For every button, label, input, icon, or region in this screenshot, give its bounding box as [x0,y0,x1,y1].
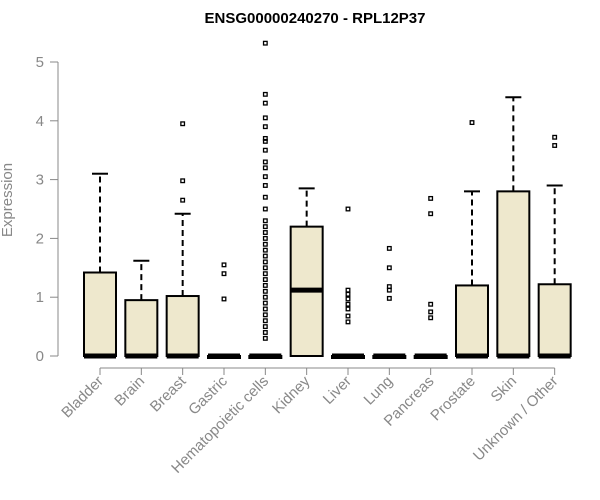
box-rect [124,299,159,358]
x-tick-label: Prostate [427,373,479,425]
outlier-point [552,134,558,140]
box-rect [165,295,200,357]
outlier-point [262,288,268,294]
y-tick-label: 3 [36,172,44,189]
y-tick-label: 2 [36,230,44,247]
outlier-point [262,218,268,224]
outlier-point [386,265,392,271]
outlier-point [262,265,268,271]
y-tick-label: 1 [36,289,44,306]
box-11 [537,134,572,359]
outlier-point [262,271,268,277]
outlier-point [386,295,392,301]
outlier-point [262,259,268,265]
outlier-point [262,115,268,121]
box-rect [496,190,531,357]
box-1 [124,259,159,359]
outlier-point [262,306,268,312]
outlier-point [262,277,268,283]
outlier-point [386,245,392,251]
box-7 [372,245,407,359]
box-2 [165,121,200,359]
chart-title: ENSG00000240270 - RPL12P37 [205,10,426,27]
y-tick-label: 4 [36,113,44,130]
outlier-point [262,224,268,230]
outlier-point [262,282,268,288]
outlier-point [180,197,186,203]
outlier-point [262,318,268,324]
outlier-point [262,294,268,300]
outlier-point [345,313,351,319]
outlier-point [262,206,268,212]
outlier-point [345,291,351,297]
outlier-point [262,40,268,46]
box-5 [289,187,324,357]
outlier-point [262,247,268,253]
outlier-point [345,306,351,312]
outlier-point [262,138,268,144]
outlier-point [180,121,186,127]
outlier-point [552,143,558,148]
outlier-point [345,301,351,307]
box-rect [537,283,572,358]
outlier-point [262,174,268,180]
y-axis: 0 1 2 3 4 5 [36,54,59,365]
x-tick-label: Bladder [58,373,107,422]
box-3 [207,262,241,359]
outlier-point [262,300,268,306]
x-tick-label: Kidney [269,372,314,417]
outlier-point [262,91,268,97]
box-4 [248,40,283,359]
outlier-point [221,296,227,302]
y-axis-label: Expression [0,163,16,237]
outlier-point [262,230,268,235]
outlier-point [262,135,268,141]
boxes [83,40,572,359]
box-8 [413,195,448,359]
outlier-point [262,235,268,241]
outlier-point [262,165,268,171]
x-tick-label: Liver [320,373,355,408]
y-tick-label: 5 [36,54,44,71]
outlier-point [262,253,268,259]
box-6 [331,206,365,359]
box-rect [455,284,489,357]
outlier-point [221,262,227,268]
outlier-point [262,194,268,200]
outlier-point [428,211,434,217]
outlier-point [345,287,351,293]
outlier-point [345,296,351,302]
outlier-point [345,319,351,325]
outlier-point [180,178,186,184]
x-tick-label: Skin [488,373,521,406]
x-tick-label: Lung [361,373,397,409]
box-0 [83,172,117,359]
outlier-point [428,315,434,321]
outlier-point [345,206,351,212]
outlier-point [262,312,268,318]
outlier-point [428,309,434,315]
outlier-point [262,100,268,106]
outlier-point [469,120,475,126]
box-9 [455,120,489,359]
outlier-point [262,241,268,247]
box-rect [83,271,117,357]
outlier-point [262,159,268,165]
y-tick-label: 0 [36,348,44,365]
box-10 [496,96,531,359]
outlier-point [428,195,434,201]
outlier-point [262,330,268,335]
outlier-point [262,335,268,341]
outlier-point [428,301,434,307]
outlier-point [386,284,392,290]
outlier-point [262,124,268,130]
outlier-point [262,183,268,188]
x-tick-label: Breast [147,372,190,415]
outlier-point [221,271,227,277]
x-tick-label: Brain [111,373,148,410]
outlier-point [262,147,268,153]
outlier-point [262,324,268,330]
